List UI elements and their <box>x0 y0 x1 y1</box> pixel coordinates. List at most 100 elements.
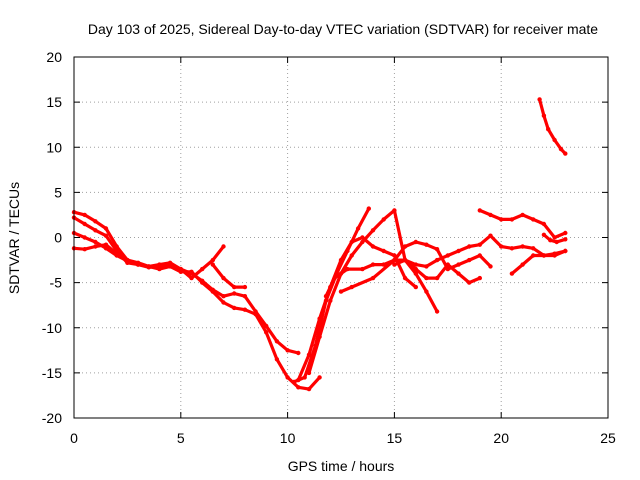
data-point <box>520 244 525 249</box>
y-tick-label: 20 <box>46 49 62 65</box>
data-point <box>264 330 269 335</box>
data-point <box>413 262 418 267</box>
data-point <box>306 370 312 376</box>
data-point <box>253 309 258 314</box>
data-point <box>488 233 493 238</box>
data-point <box>413 239 418 245</box>
data-point <box>232 284 237 290</box>
data-point <box>317 375 322 380</box>
data-point <box>456 248 461 254</box>
data-point <box>541 232 547 237</box>
chart-title: Day 103 of 2025, Sidereal Day-to-day VTE… <box>88 21 598 37</box>
x-axis-label: GPS time / hours <box>288 458 395 474</box>
data-point <box>93 239 98 245</box>
data-point <box>200 266 205 272</box>
data-point <box>477 275 482 281</box>
data-point <box>499 244 504 249</box>
data-point <box>93 219 98 224</box>
data-point <box>338 289 344 294</box>
data-point <box>445 262 450 267</box>
data-point <box>93 228 98 233</box>
data-point <box>82 235 87 240</box>
series-group <box>71 97 568 392</box>
data-point <box>349 239 354 245</box>
x-tick-label: 25 <box>600 430 616 446</box>
data-point <box>296 377 301 383</box>
data-point <box>381 262 386 267</box>
data-point <box>434 247 440 252</box>
data-point <box>210 257 215 263</box>
x-tick-label: 0 <box>70 430 78 446</box>
series-trace-13 <box>510 249 567 276</box>
data-point <box>520 262 525 267</box>
data-point <box>467 244 472 249</box>
data-point <box>509 246 515 251</box>
data-point <box>477 242 482 247</box>
data-point <box>488 264 493 269</box>
data-point <box>167 260 173 265</box>
data-point <box>445 253 450 258</box>
data-point <box>306 352 312 357</box>
data-point <box>477 208 482 213</box>
series-trace-5 <box>211 263 247 289</box>
data-point <box>467 280 472 285</box>
data-point <box>456 271 461 276</box>
x-tick-label: 15 <box>387 430 403 446</box>
data-point <box>370 262 376 267</box>
y-tick-label: 15 <box>46 94 62 110</box>
series-trace-1 <box>72 210 322 391</box>
data-point <box>242 307 248 312</box>
data-point <box>135 261 141 266</box>
data-point <box>531 246 536 251</box>
data-point <box>221 275 226 281</box>
data-point <box>531 253 536 258</box>
data-point <box>554 239 559 245</box>
data-point <box>328 298 333 303</box>
data-point <box>146 264 151 269</box>
x-tick-label: 10 <box>280 430 296 446</box>
data-point <box>548 238 553 243</box>
data-point <box>370 275 376 281</box>
data-point <box>541 253 547 258</box>
data-point <box>103 233 109 238</box>
data-point <box>531 217 536 222</box>
data-point <box>563 237 568 242</box>
data-point <box>424 275 429 281</box>
data-point <box>563 248 568 254</box>
y-tick-label: -15 <box>42 365 62 381</box>
data-point <box>370 244 376 249</box>
data-point <box>210 287 215 292</box>
data-point <box>274 339 280 344</box>
grid-lines <box>74 57 608 418</box>
data-point <box>509 271 515 276</box>
data-point <box>456 262 461 267</box>
data-point <box>221 294 226 299</box>
series-trace-2 <box>72 216 300 355</box>
data-point <box>317 316 322 321</box>
data-point <box>381 217 386 222</box>
y-tick-label: 10 <box>46 139 62 155</box>
axis-ticks: 0 5 10 15 20 25 -20 -15 -10 -5 0 5 10 15 20 <box>42 49 616 446</box>
data-point <box>285 375 290 380</box>
data-point <box>392 262 397 267</box>
data-point <box>402 244 408 249</box>
data-point <box>221 300 226 305</box>
data-point <box>82 247 87 252</box>
y-tick-label: -10 <box>42 320 62 336</box>
data-point <box>306 386 312 392</box>
data-point <box>552 137 557 143</box>
data-point <box>541 113 547 118</box>
data-point <box>210 262 215 267</box>
y-tick-label: -5 <box>50 275 63 291</box>
data-point <box>552 235 557 240</box>
data-point <box>125 258 130 264</box>
data-point <box>424 289 429 294</box>
data-point <box>402 275 408 281</box>
data-point <box>274 357 280 362</box>
data-point <box>296 385 301 390</box>
series-trace-15 <box>542 233 567 244</box>
data-point <box>349 253 354 258</box>
data-point <box>242 284 248 290</box>
data-point <box>189 275 194 281</box>
